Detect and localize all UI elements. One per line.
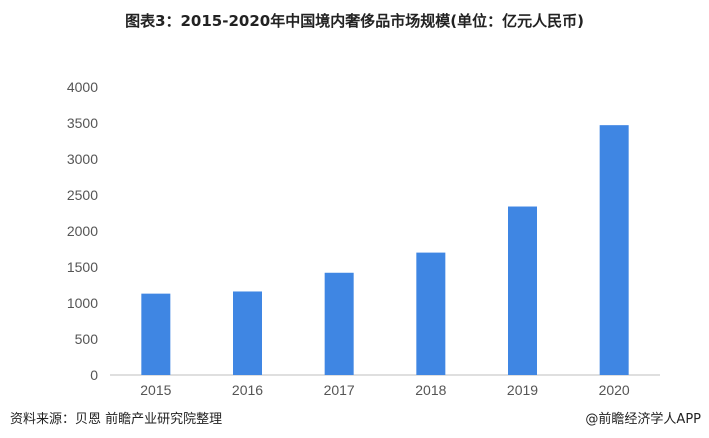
x-tick-label: 2018 xyxy=(415,382,446,398)
x-tick-label: 2020 xyxy=(599,382,630,398)
x-tick-label: 2019 xyxy=(507,382,538,398)
y-tick-label: 3500 xyxy=(67,115,98,131)
bar-2020 xyxy=(599,125,629,375)
y-tick-label: 2500 xyxy=(67,187,98,203)
publisher-credit: @前瞻经济学人APP xyxy=(585,412,701,427)
y-tick-label: 0 xyxy=(90,367,98,383)
y-tick-label: 2000 xyxy=(67,223,98,239)
data-source-note: 资料来源：贝恩 前瞻产业研究院整理 xyxy=(10,412,223,427)
x-tick-label: 2016 xyxy=(232,382,263,398)
x-tick-label: 2017 xyxy=(324,382,355,398)
y-tick-label: 1000 xyxy=(67,295,98,311)
bar-2015 xyxy=(141,293,171,375)
y-tick-label: 4000 xyxy=(67,79,98,95)
bar-2018 xyxy=(416,252,446,375)
x-tick-label: 2015 xyxy=(140,382,171,398)
bar-2017 xyxy=(324,272,354,375)
chart-title: 图表3：2015-2020年中国境内奢侈品市场规模(单位：亿元人民币) xyxy=(125,12,584,30)
y-tick-label: 3000 xyxy=(67,151,98,167)
y-tick-label: 1500 xyxy=(67,259,98,275)
y-tick-label: 500 xyxy=(75,331,99,347)
bar-2016 xyxy=(233,291,262,375)
bar-2019 xyxy=(508,206,537,375)
